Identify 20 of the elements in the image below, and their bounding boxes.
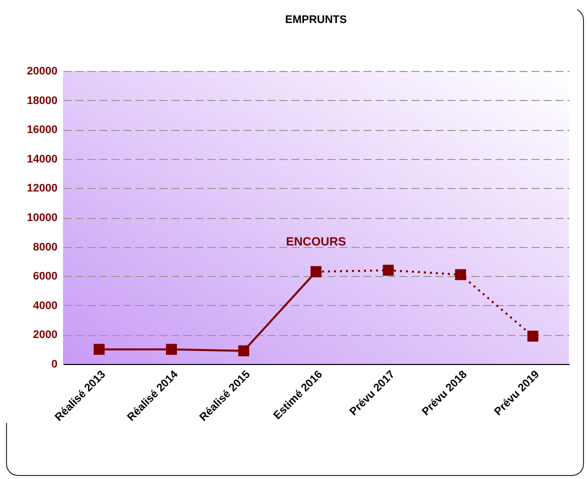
y-tick-label: 20000	[26, 66, 58, 78]
point	[382, 264, 394, 276]
point	[310, 266, 322, 278]
y-tick-label: 10000	[26, 212, 58, 224]
chart-title: EMPRUNTS	[285, 14, 347, 26]
text: ENCOURS	[286, 234, 346, 249]
y-tick-label: 14000	[26, 153, 58, 166]
y-tick-label: 0	[51, 358, 58, 370]
point	[455, 269, 466, 280]
point	[527, 330, 538, 342]
y-tick-label: 2000	[33, 329, 58, 342]
y-tick-label: 12000	[26, 182, 58, 195]
point	[238, 345, 250, 356]
point	[94, 344, 105, 355]
y-tick-label: 4000	[33, 300, 58, 312]
y-tick-label: 6000	[33, 270, 58, 283]
point	[166, 344, 177, 355]
y-tick-label: 18000	[26, 94, 58, 107]
y-tick-label: 16000	[26, 124, 58, 136]
y-tick-label: 8000	[33, 241, 58, 254]
